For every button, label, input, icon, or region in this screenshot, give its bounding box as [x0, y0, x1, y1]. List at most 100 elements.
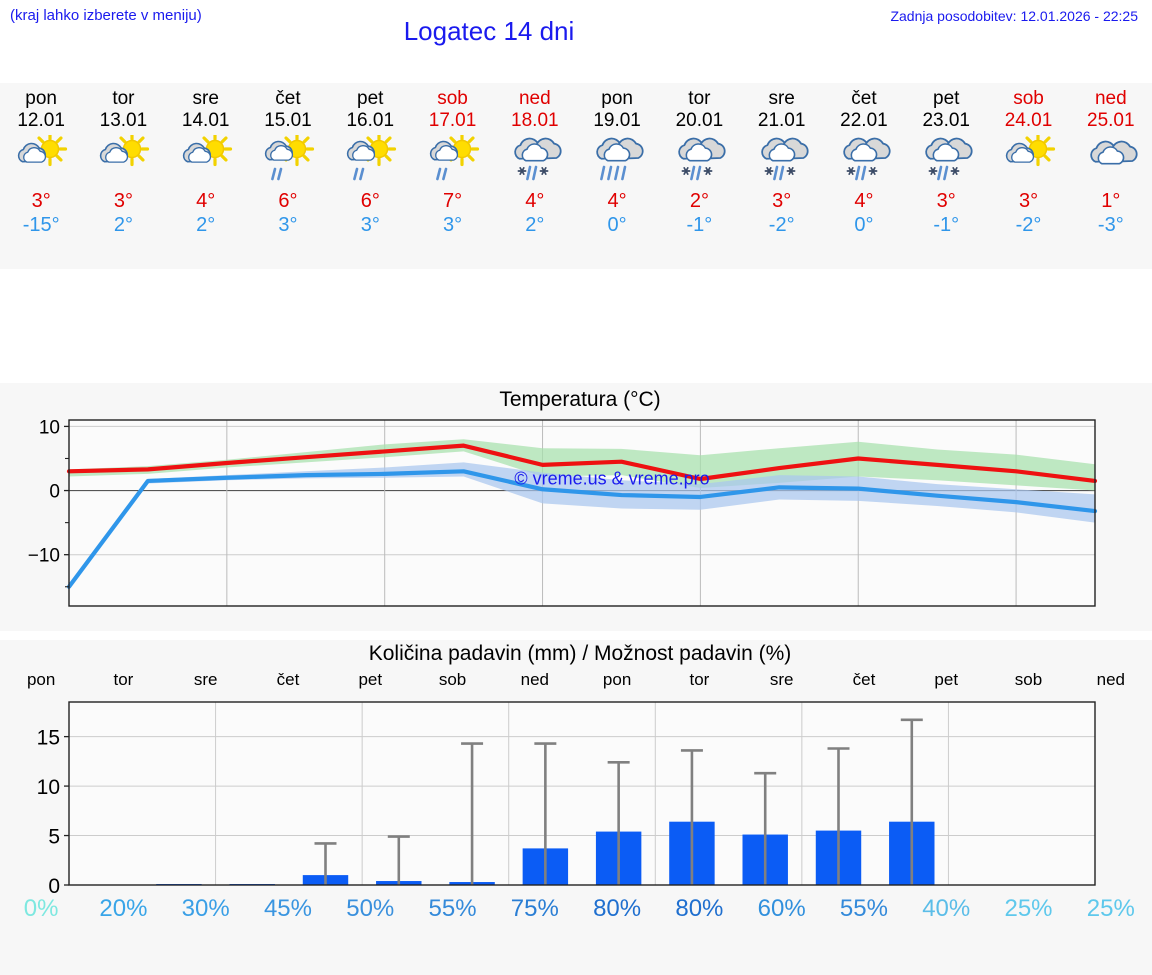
- temperature-min: 0°: [607, 214, 627, 236]
- day-column[interactable]: ned 18.01 4° 2°: [494, 83, 576, 269]
- day-name: pon: [25, 88, 57, 109]
- precip-probability: 20%: [99, 895, 148, 922]
- day-date: 23.01: [922, 110, 970, 131]
- precip-probability: 60%: [757, 895, 806, 922]
- day-column[interactable]: čet 15.01 6° 3°: [247, 83, 329, 269]
- day-date: 16.01: [346, 110, 395, 131]
- precip-day-label: sre: [769, 670, 794, 689]
- day-column[interactable]: pet 16.01 6° 3°: [329, 83, 411, 269]
- precip-day-label: tor: [113, 670, 134, 689]
- sun-cloud-icon: [177, 135, 235, 185]
- svg-text:0: 0: [49, 482, 60, 503]
- cloud-sleet-icon: [917, 135, 975, 185]
- sun-cloud-icon: [1000, 135, 1058, 185]
- temperature-min: 2°: [113, 214, 133, 236]
- precipitation-chart-title: Količina padavin (mm) / Možnost padavin …: [368, 642, 792, 665]
- svg-text:5: 5: [48, 826, 60, 849]
- svg-text:15: 15: [37, 727, 60, 750]
- temperature-chart-title: Temperatura (°C): [499, 388, 661, 411]
- day-name: ned: [1094, 88, 1127, 109]
- temperature-max: 3°: [1018, 190, 1039, 212]
- day-date: 21.01: [757, 110, 806, 131]
- precip-day-label: sob: [1014, 670, 1043, 689]
- day-column[interactable]: tor 20.01 2° -1°: [658, 83, 740, 269]
- daily-forecast-strip: pon 12.01 3° -15° tor 13.01 3° 2° sre 14.01 4° 2° če…: [0, 83, 1152, 269]
- temperature-max: 4°: [196, 190, 216, 212]
- temperature-max: 2°: [689, 190, 709, 212]
- day-date: 17.01: [428, 110, 477, 131]
- precip-probability: 50%: [346, 895, 395, 922]
- day-date: 18.01: [511, 110, 559, 131]
- temperature-max: 3°: [936, 190, 956, 212]
- day-name: sre: [192, 88, 219, 109]
- precip-probability: 25%: [1004, 895, 1053, 922]
- temperature-min: -1°: [933, 214, 960, 236]
- day-name: sob: [437, 88, 468, 109]
- precipitation-chart-section: Količina padavin (mm) / Možnost padavin …: [0, 640, 1152, 975]
- day-column[interactable]: tor 13.01 3° 2°: [82, 83, 164, 269]
- temperature-max: 4°: [607, 190, 627, 212]
- temperature-max: 7°: [442, 190, 463, 212]
- day-column[interactable]: sob 24.01 3° -2°: [987, 83, 1069, 269]
- day-name: čet: [275, 88, 301, 109]
- day-date: 13.01: [99, 110, 148, 131]
- page-title: Logatec 14 dni: [403, 16, 575, 46]
- precip-day-label: tor: [689, 670, 710, 689]
- precip-probability: 75%: [510, 895, 559, 922]
- temperature-min: 3°: [278, 214, 298, 236]
- precip-probability: 0%: [23, 895, 59, 922]
- day-name: tor: [688, 88, 711, 109]
- temperature-min: -2°: [768, 214, 795, 236]
- temperature-min: 2°: [196, 214, 216, 236]
- day-column[interactable]: sre 14.01 4° 2°: [165, 83, 247, 269]
- temperature-min: -15°: [22, 214, 60, 236]
- precip-probability: 30%: [181, 895, 230, 922]
- day-name: čet: [851, 88, 877, 109]
- temperature-chart-section: Temperatura (°C) 10 0 −10 © vreme.us & vrem…: [0, 383, 1152, 631]
- last-update-label: Zadnja posodobitev: 12.01.2026 - 22:25: [890, 8, 1138, 24]
- precip-probability: 55%: [428, 895, 477, 922]
- cloud-sleet-icon: [753, 135, 811, 185]
- day-date: 20.01: [675, 110, 724, 131]
- precip-probability: 45%: [263, 895, 312, 922]
- svg-text:10: 10: [39, 417, 60, 438]
- day-column[interactable]: sre 21.01 3° -2°: [741, 83, 823, 269]
- temperature-min: 2°: [525, 214, 545, 236]
- day-date: 22.01: [840, 110, 888, 131]
- cloud-sleet-icon: [670, 135, 728, 185]
- precip-probability: 55%: [839, 895, 888, 922]
- precip-day-label: ned: [1096, 670, 1125, 689]
- day-column[interactable]: čet 22.01 4° 0°: [823, 83, 905, 269]
- precip-day-label: pon: [26, 670, 56, 689]
- day-date: 15.01: [264, 110, 312, 131]
- temperature-min: 0°: [854, 214, 874, 236]
- day-column[interactable]: pon 12.01 3° -15°: [0, 83, 82, 269]
- temperature-max: 6°: [360, 190, 380, 212]
- day-column[interactable]: ned 25.01 1° -3°: [1070, 83, 1152, 269]
- sun-cloud-rain-icon: [424, 135, 482, 185]
- temperature-max: 4°: [854, 190, 874, 212]
- day-column[interactable]: pon 19.01 4° 0°: [576, 83, 658, 269]
- day-name: pet: [357, 88, 384, 109]
- temperature-min: 3°: [360, 214, 380, 236]
- sun-cloud-rain-icon: [259, 135, 317, 185]
- temperature-max: 4°: [525, 190, 545, 212]
- precipitation-chart-plot: 0 5 10 15: [37, 701, 1096, 898]
- precip-day-label: sre: [193, 670, 218, 689]
- precipitation-day-labels: pon tor sre čet pet sob ned pon tor sre čet pet sob n…: [0, 670, 1152, 692]
- day-name: tor: [112, 88, 135, 109]
- sun-cloud-icon: [12, 135, 70, 185]
- temperature-max: 6°: [278, 190, 298, 212]
- menu-hint: (kraj lahko izberete v meniju): [10, 7, 202, 24]
- day-column[interactable]: sob 17.01 7° 3°: [411, 83, 493, 269]
- day-name: ned: [518, 88, 551, 109]
- cloud-rain-icon: [588, 135, 646, 185]
- day-name: pet: [933, 88, 960, 109]
- precip-day-label: ned: [520, 670, 550, 689]
- day-name: sre: [768, 88, 795, 109]
- precip-day-label: pet: [358, 670, 383, 689]
- svg-text:10: 10: [37, 776, 60, 799]
- cloud-sleet-icon: [506, 135, 564, 185]
- day-column[interactable]: pet 23.01 3° -1°: [905, 83, 987, 269]
- temperature-chart-plot: 10 0 −10 © vreme.us & vreme.pro: [28, 417, 1098, 607]
